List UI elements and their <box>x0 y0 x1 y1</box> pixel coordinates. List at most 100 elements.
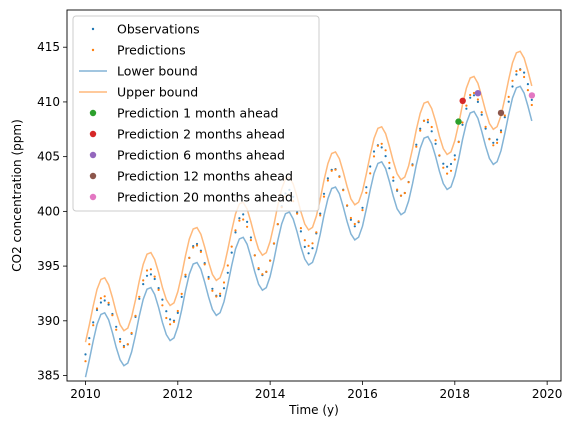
observation-point <box>326 177 329 180</box>
x-tick-label: 2020 <box>532 387 563 401</box>
prediction-point <box>157 288 160 291</box>
prediction-point <box>403 191 406 195</box>
prediction-point <box>149 268 152 271</box>
observation-point <box>365 186 368 189</box>
y-tick-label: 410 <box>37 95 60 109</box>
observation-point <box>145 274 149 277</box>
x-tick-label: 2016 <box>347 387 378 401</box>
observation-point <box>461 123 464 126</box>
highlight-pred-2 <box>459 97 466 105</box>
prediction-point <box>457 140 460 144</box>
prediction-point <box>299 227 302 230</box>
observation-point <box>180 295 183 298</box>
prediction-point <box>153 275 156 278</box>
observation-point <box>234 231 237 234</box>
prediction-point <box>84 360 87 363</box>
prediction-point <box>199 250 202 253</box>
observation-point <box>246 220 249 223</box>
prediction-point <box>253 254 256 257</box>
observation-point <box>84 353 87 356</box>
observation-point <box>249 236 252 239</box>
observation-point <box>176 311 179 314</box>
observation-point <box>149 273 152 276</box>
prediction-point <box>249 239 252 242</box>
highlight-pred-12 <box>497 109 505 117</box>
prediction-point <box>238 219 241 222</box>
observation-point <box>222 287 226 290</box>
legend-box <box>72 15 320 212</box>
highlight-pred-20 <box>528 92 536 99</box>
prediction-point <box>349 216 352 220</box>
prediction-point <box>369 172 372 175</box>
prediction-point <box>169 323 172 326</box>
y-tick-label: 400 <box>37 204 60 218</box>
prediction-point <box>484 125 487 128</box>
series-lower-bound <box>84 85 533 378</box>
prediction-point <box>353 222 356 226</box>
prediction-point <box>138 295 141 298</box>
observation-point <box>388 167 391 170</box>
x-tick-label: 2018 <box>440 387 471 401</box>
x-tick-label: 2012 <box>163 387 194 401</box>
prediction-point <box>330 169 333 172</box>
observation-point <box>523 71 526 74</box>
prediction-point <box>334 168 337 171</box>
observation-point <box>369 165 372 168</box>
observation-point <box>511 85 514 88</box>
x-tick-label: 2014 <box>255 387 286 401</box>
legend-label: Prediction 2 months ahead <box>117 127 285 142</box>
prediction-point <box>346 204 349 207</box>
prediction-point <box>322 195 326 198</box>
observation-point <box>530 98 533 101</box>
observation-point <box>319 212 322 215</box>
prediction-point <box>192 246 195 249</box>
legend-entry-upper: Upper bound <box>79 85 198 100</box>
observation-point <box>207 275 210 279</box>
prediction-point <box>203 263 206 266</box>
prediction-point <box>261 273 264 276</box>
prediction-point <box>215 295 218 298</box>
y-tick-label: 385 <box>37 369 60 383</box>
legend: Observations Predictions Lower bound Upper … <box>72 15 320 212</box>
prediction-point <box>392 176 395 179</box>
observation-point <box>415 143 418 146</box>
prediction-point <box>419 129 422 132</box>
legend-entry-pred-1: Prediction 1 month ahead <box>89 106 278 121</box>
legend-label: Prediction 20 months ahead <box>117 190 293 205</box>
prediction-point <box>399 194 403 197</box>
prediction-point <box>488 138 491 141</box>
x-axis-ticks: 2010 2012 2014 2016 2018 2020 <box>70 381 562 401</box>
observation-point <box>380 146 383 149</box>
observation-point <box>88 337 91 340</box>
observation-point <box>372 150 376 153</box>
prediction-point <box>530 103 533 107</box>
prediction-point <box>407 181 410 184</box>
observation-point <box>492 141 495 144</box>
prediction-point <box>465 104 468 107</box>
prediction-point <box>476 98 479 101</box>
legend-swatch <box>91 27 95 31</box>
prediction-point <box>449 169 453 172</box>
legend-swatch <box>89 193 97 201</box>
legend-entry-lower: Lower bound <box>79 64 198 79</box>
prediction-point <box>165 316 168 320</box>
observation-point <box>392 179 395 182</box>
observation-point <box>507 100 510 103</box>
prediction-point <box>422 119 426 122</box>
prediction-point <box>384 149 387 152</box>
observation-point <box>353 225 356 228</box>
legend-swatch <box>89 172 97 180</box>
prediction-point <box>257 267 260 270</box>
observation-point <box>107 303 110 306</box>
observation-point <box>361 206 364 209</box>
prediction-point <box>195 244 199 247</box>
prediction-point <box>230 245 233 248</box>
prediction-point <box>207 277 210 280</box>
observation-point <box>449 162 453 166</box>
observation-point <box>299 230 302 233</box>
observation-point <box>430 130 433 133</box>
legend-swatch <box>89 109 97 117</box>
prediction-point <box>326 179 329 182</box>
prediction-point <box>107 301 110 304</box>
observation-point <box>211 287 214 290</box>
